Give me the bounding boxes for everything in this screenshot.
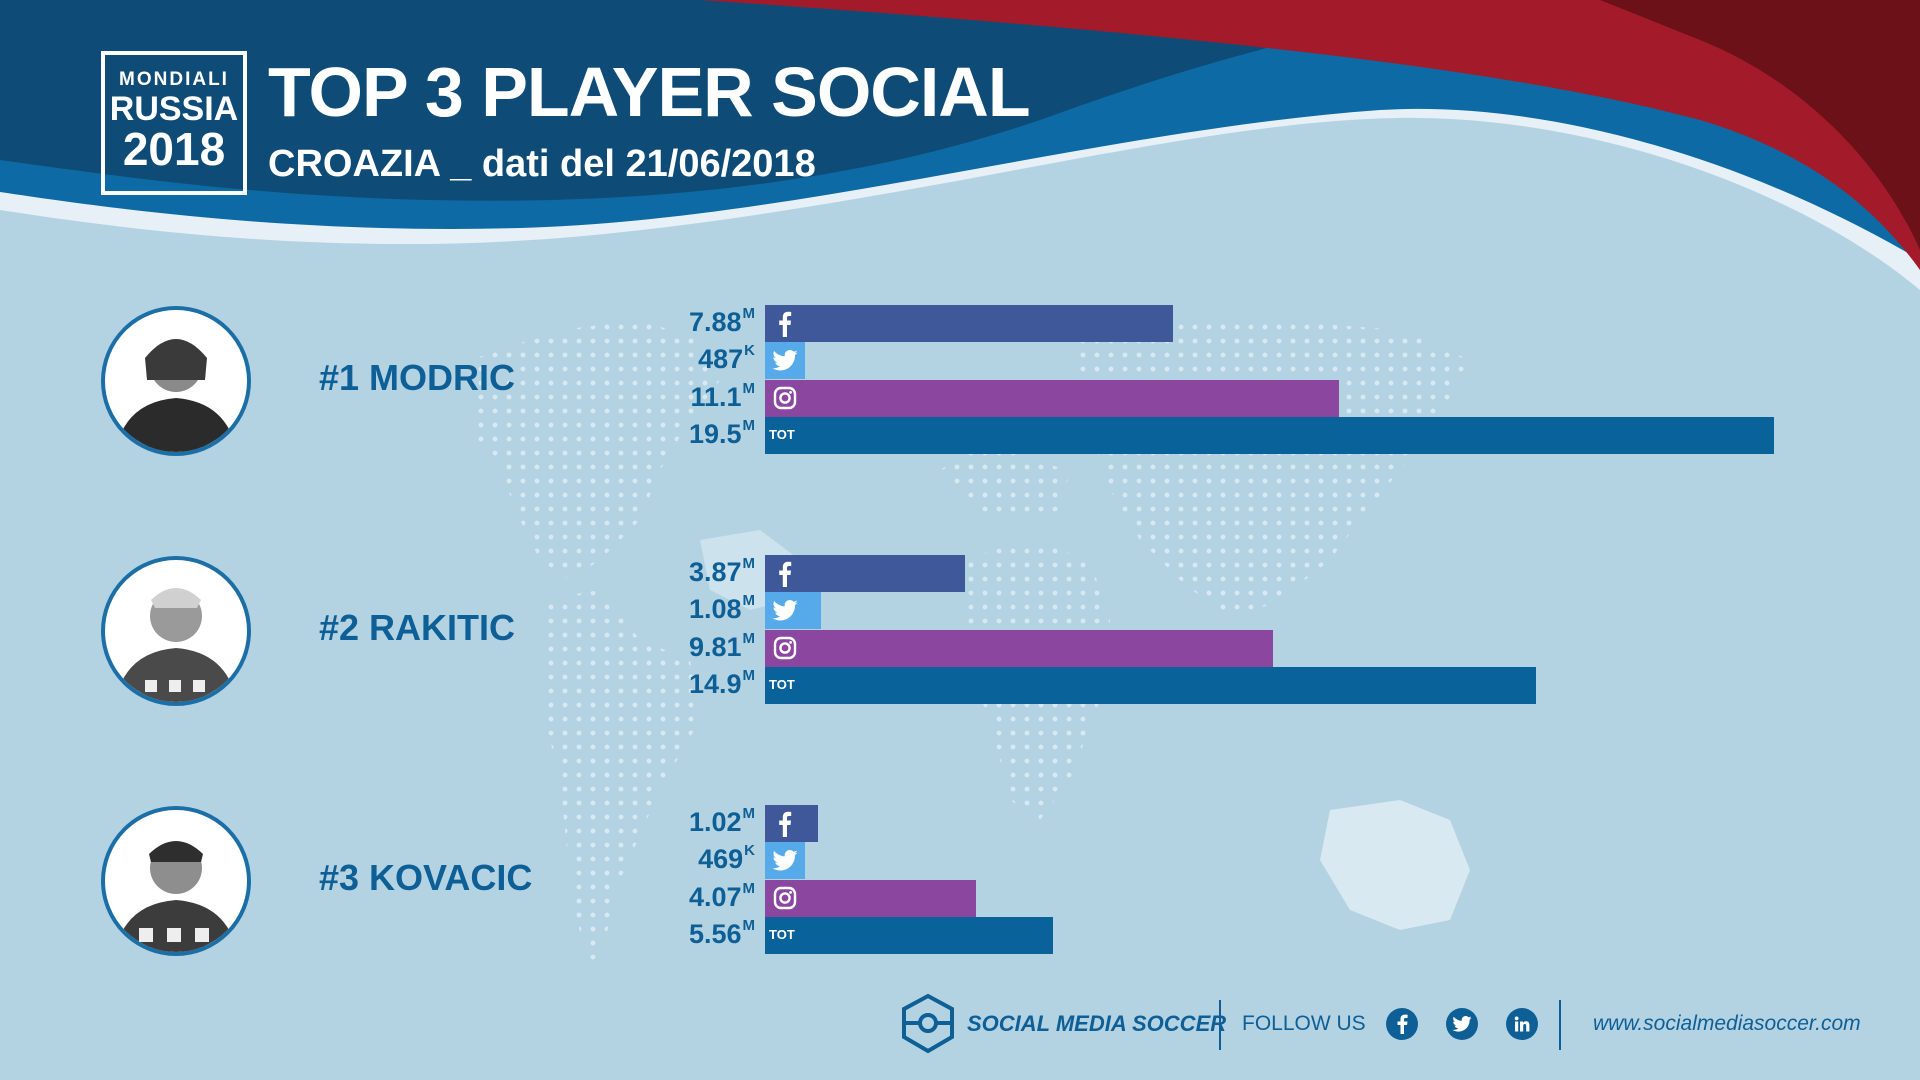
total-label: TOT	[769, 926, 795, 942]
instagram-icon	[770, 634, 799, 663]
bar-twitter	[765, 842, 805, 880]
value-unit: M	[742, 879, 756, 897]
bar-total: TOT	[765, 916, 1053, 954]
footer-divider	[1559, 1000, 1561, 1050]
value-unit: K	[744, 342, 755, 360]
twitter-icon	[770, 346, 799, 375]
value-number: 11.1	[690, 381, 742, 412]
social-media-soccer-logo-icon	[902, 993, 954, 1054]
value-unit: M	[742, 555, 756, 572]
website-link[interactable]: www.socialmediasoccer.com	[1593, 1012, 1861, 1035]
page-title: TOP 3 PLAYER SOCIAL	[268, 53, 1031, 131]
value-label-facebook: 1.02M	[605, 805, 756, 838]
facebook-icon	[770, 559, 799, 588]
value-label-facebook: 7.88M	[605, 305, 756, 338]
instagram-icon	[770, 884, 799, 913]
player-name: #3 KOVACIC	[319, 857, 533, 898]
value-unit: M	[742, 416, 756, 434]
value-label-total: 19.5M	[605, 416, 756, 450]
value-number: 7.88	[688, 307, 742, 337]
player-name: #2 RAKITIC	[319, 607, 516, 648]
value-unit: M	[742, 592, 756, 610]
player-name: #1 MODRIC	[319, 357, 516, 398]
page-subtitle: CROAZIA _ dati del 21/06/2018	[268, 143, 816, 185]
twitter-icon[interactable]	[1446, 1008, 1478, 1040]
value-unit: M	[742, 916, 756, 934]
value-unit: M	[742, 305, 756, 322]
footer-brand: SOCIAL MEDIA SOCCER	[967, 1011, 1227, 1036]
linkedin-icon[interactable]	[1506, 1008, 1538, 1040]
facebook-icon	[770, 309, 799, 338]
twitter-icon	[770, 596, 799, 625]
value-label-instagram: 9.81M	[605, 629, 756, 663]
facebook-icon	[770, 809, 799, 838]
value-label-twitter: 487K	[605, 342, 755, 375]
bar-facebook	[765, 555, 966, 592]
player-photo-rakitic	[101, 556, 251, 706]
bar-facebook	[765, 305, 1173, 342]
player-photo-kovacic	[101, 806, 251, 956]
value-label-total: 14.9M	[605, 666, 756, 700]
value-label-instagram: 11.1M	[605, 379, 756, 413]
bar-total: TOT	[765, 666, 1536, 704]
follow-us-label: FOLLOW US	[1242, 1012, 1366, 1035]
bar-facebook	[765, 805, 818, 842]
value-label-total: 5.56M	[605, 916, 756, 950]
mondiali-logo: MONDIALI RUSSIA 2018	[101, 51, 247, 195]
value-number: 9.81	[688, 631, 742, 662]
twitter-icon	[770, 846, 799, 875]
value-label-instagram: 4.07M	[605, 879, 756, 913]
bar-twitter	[765, 342, 805, 380]
bar-twitter	[765, 592, 821, 630]
bar-instagram	[765, 879, 976, 917]
logo-line-1: MONDIALI	[119, 69, 229, 90]
value-number: 1.08	[688, 594, 742, 625]
bar-instagram	[765, 379, 1340, 417]
instagram-icon	[770, 384, 799, 413]
logo-line-3: 2018	[122, 123, 226, 175]
value-number: 487	[698, 344, 744, 375]
total-label: TOT	[769, 426, 795, 442]
bar-instagram	[765, 629, 1273, 667]
total-label: TOT	[769, 676, 795, 692]
value-number: 469	[698, 844, 744, 875]
value-number: 19.5	[688, 418, 742, 449]
value-unit: K	[744, 842, 755, 860]
value-number: 5.56	[688, 918, 742, 949]
value-unit: M	[742, 379, 756, 397]
footer-divider	[1219, 1000, 1221, 1050]
value-label-twitter: 469K	[605, 842, 755, 875]
player-photo-modric	[101, 306, 251, 456]
value-number: 3.87	[688, 557, 742, 587]
value-label-facebook: 3.87M	[605, 555, 756, 588]
value-unit: M	[742, 629, 756, 647]
logo-line-2: RUSSIA	[109, 90, 239, 128]
value-number: 4.07	[688, 881, 742, 912]
bar-total: TOT	[765, 416, 1774, 454]
value-number: 1.02	[688, 807, 742, 837]
facebook-icon[interactable]	[1386, 1008, 1418, 1040]
value-unit: M	[742, 805, 756, 822]
value-label-twitter: 1.08M	[605, 592, 756, 625]
value-number: 14.9	[688, 668, 742, 699]
value-unit: M	[742, 666, 756, 684]
